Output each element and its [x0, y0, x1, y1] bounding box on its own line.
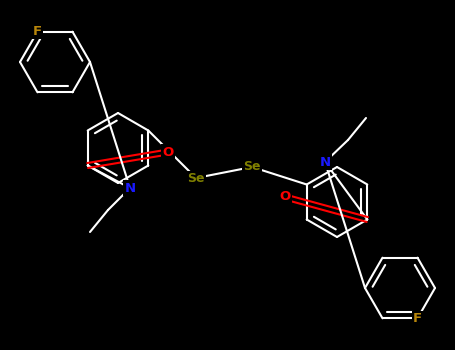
- Text: O: O: [279, 190, 291, 203]
- Text: F: F: [33, 25, 42, 38]
- Text: Se: Se: [187, 172, 205, 184]
- Text: N: N: [319, 155, 331, 168]
- Text: O: O: [162, 146, 174, 159]
- Text: F: F: [413, 312, 422, 325]
- Text: N: N: [124, 182, 136, 195]
- Text: Se: Se: [243, 161, 261, 174]
